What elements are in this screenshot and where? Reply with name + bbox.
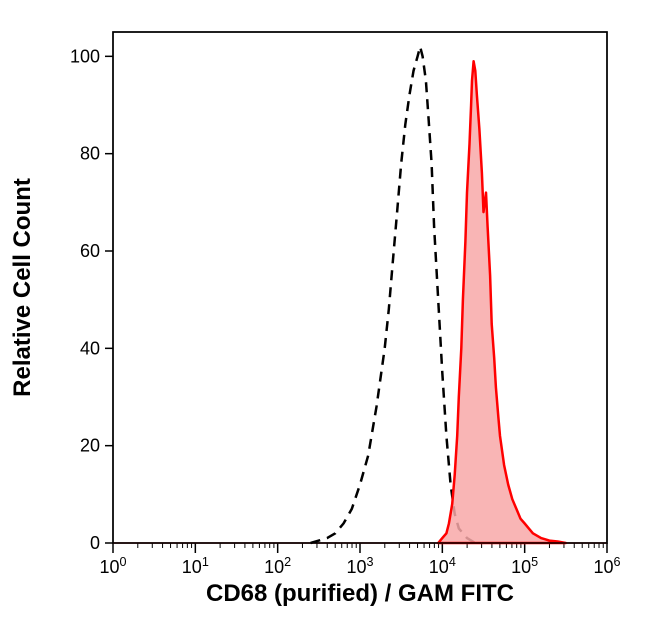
flow-cytometry-histogram: 0 20 40 60 80 100 Relative Cell Count 100 101 102… — [0, 0, 646, 641]
y-tick-label: 40 — [80, 338, 100, 358]
plot-area — [113, 32, 607, 543]
x-tick-label: 102 — [264, 555, 291, 577]
chart-svg: 0 20 40 60 80 100 Relative Cell Count 100 101 102… — [0, 0, 646, 641]
x-axis-label: CD68 (purified) / GAM FITC — [206, 580, 514, 607]
x-tick-label: 106 — [593, 555, 620, 577]
y-tick-label: 60 — [80, 241, 100, 261]
y-tick-label: 0 — [90, 533, 100, 553]
y-tick-label: 20 — [80, 436, 100, 456]
x-tick-label: 100 — [99, 555, 126, 577]
y-axis-label: Relative Cell Count — [9, 178, 36, 397]
y-tick-label: 80 — [80, 144, 100, 164]
y-tick-label: 100 — [70, 46, 100, 66]
x-tick-label: 104 — [429, 555, 456, 577]
x-tick-label: 103 — [346, 555, 373, 577]
x-tick-label: 101 — [182, 555, 209, 577]
x-tick-label: 105 — [511, 555, 538, 577]
